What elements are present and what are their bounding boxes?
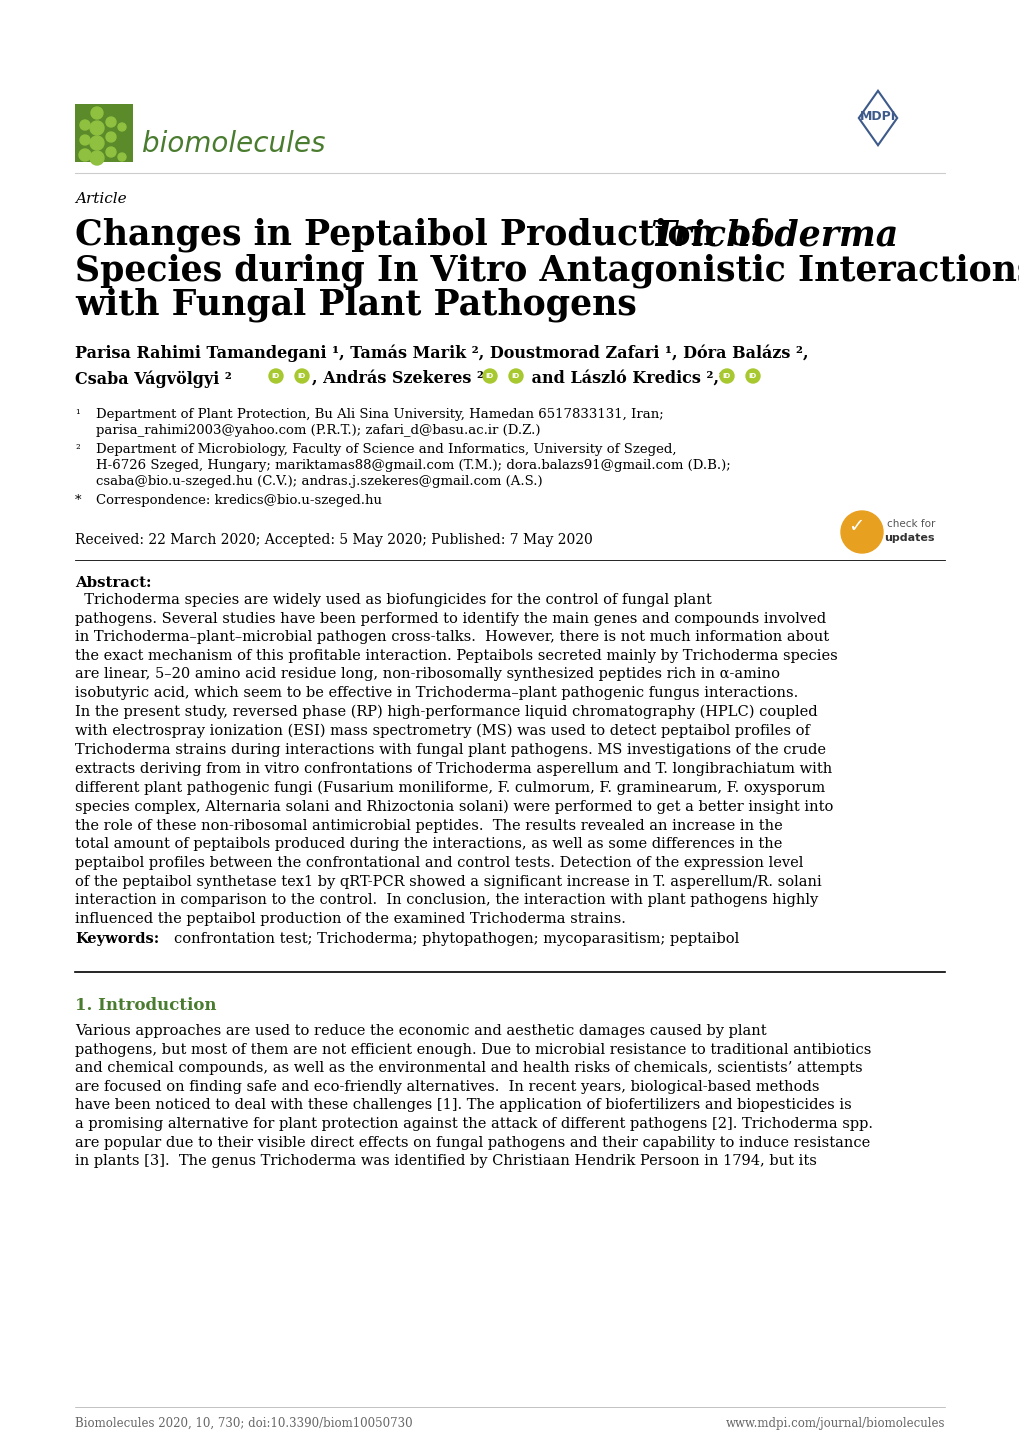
Text: Department of Plant Protection, Bu Ali Sina University, Hamedan 6517833131, Iran: Department of Plant Protection, Bu Ali S… [96, 408, 663, 421]
Text: iD: iD [485, 373, 493, 379]
Circle shape [79, 120, 90, 130]
Circle shape [90, 151, 104, 164]
Circle shape [106, 147, 116, 157]
Text: Species during In Vitro Antagonistic Interactions: Species during In Vitro Antagonistic Int… [75, 252, 1019, 287]
Circle shape [118, 123, 126, 131]
Text: Various approaches are used to reduce the economic and aesthetic damages caused : Various approaches are used to reduce th… [75, 1024, 872, 1168]
Circle shape [106, 117, 116, 127]
Circle shape [79, 136, 90, 146]
Text: iD: iD [298, 373, 306, 379]
Text: Trichoderma: Trichoderma [649, 218, 898, 252]
Text: check for: check for [887, 519, 934, 529]
Text: Keywords:: Keywords: [75, 932, 159, 946]
Circle shape [483, 369, 496, 384]
Text: Biomolecules 2020, 10, 730; doi:10.3390/biom10050730: Biomolecules 2020, 10, 730; doi:10.3390/… [75, 1417, 413, 1430]
Text: Trichoderma species are widely used as biofungicides for the control of fungal p: Trichoderma species are widely used as b… [75, 593, 837, 926]
Text: Csaba Vágvölgyi ²: Csaba Vágvölgyi ² [75, 371, 231, 388]
Circle shape [269, 369, 282, 384]
Text: updates: updates [883, 534, 933, 544]
Text: Abstract:: Abstract: [75, 575, 152, 590]
Text: Correspondence: kredics@bio.u-szeged.hu: Correspondence: kredics@bio.u-szeged.hu [96, 495, 382, 508]
Text: iD: iD [272, 373, 280, 379]
Text: confrontation test; Trichoderma; phytopathogen; mycoparasitism; peptaibol: confrontation test; Trichoderma; phytopa… [174, 932, 739, 946]
Text: iD: iD [512, 373, 520, 379]
Text: , András Szekeres ²: , András Szekeres ² [312, 371, 484, 386]
Circle shape [719, 369, 734, 384]
Text: parisa_rahimi2003@yahoo.com (P.R.T.); zafari_d@basu.ac.ir (D.Z.): parisa_rahimi2003@yahoo.com (P.R.T.); za… [96, 424, 540, 437]
Circle shape [508, 369, 523, 384]
Text: Parisa Rahimi Tamandegani ¹, Tamás Marik ², Doustmorad Zafari ¹, Dóra Balázs ²,: Parisa Rahimi Tamandegani ¹, Tamás Marik… [75, 345, 808, 362]
Text: ²: ² [75, 443, 79, 456]
Circle shape [91, 107, 103, 120]
Circle shape [841, 510, 882, 552]
Text: H-6726 Szeged, Hungary; mariktamas88@gmail.com (T.M.); dora.balazs91@gmail.com (: H-6726 Szeged, Hungary; mariktamas88@gma… [96, 459, 730, 472]
Circle shape [90, 136, 104, 150]
Text: MDPI: MDPI [859, 110, 896, 123]
Text: with Fungal Plant Pathogens: with Fungal Plant Pathogens [75, 288, 636, 323]
Text: csaba@bio.u-szeged.hu (C.V.); andras.j.szekeres@gmail.com (A.S.): csaba@bio.u-szeged.hu (C.V.); andras.j.s… [96, 474, 542, 487]
Text: Received: 22 March 2020; Accepted: 5 May 2020; Published: 7 May 2020: Received: 22 March 2020; Accepted: 5 May… [75, 534, 592, 547]
Text: 1. Introduction: 1. Introduction [75, 996, 216, 1014]
Text: Department of Microbiology, Faculty of Science and Informatics, University of Sz: Department of Microbiology, Faculty of S… [96, 443, 676, 456]
Circle shape [745, 369, 759, 384]
Text: iD: iD [748, 373, 756, 379]
Text: *: * [75, 495, 82, 508]
FancyBboxPatch shape [75, 104, 132, 162]
Text: iD: iD [722, 373, 731, 379]
Text: ✓: ✓ [847, 518, 863, 536]
Text: biomolecules: biomolecules [142, 130, 325, 159]
Text: www.mdpi.com/journal/biomolecules: www.mdpi.com/journal/biomolecules [725, 1417, 944, 1430]
Circle shape [118, 153, 126, 162]
Text: Article: Article [75, 192, 126, 206]
Circle shape [294, 369, 309, 384]
Text: ¹: ¹ [75, 408, 79, 421]
Polygon shape [858, 91, 897, 146]
Text: Changes in Peptaibol Production of: Changes in Peptaibol Production of [75, 218, 777, 252]
Circle shape [90, 121, 104, 136]
Circle shape [106, 133, 116, 141]
Circle shape [78, 149, 91, 162]
Text: and László Kredics ²,*: and László Kredics ²,* [526, 371, 727, 386]
